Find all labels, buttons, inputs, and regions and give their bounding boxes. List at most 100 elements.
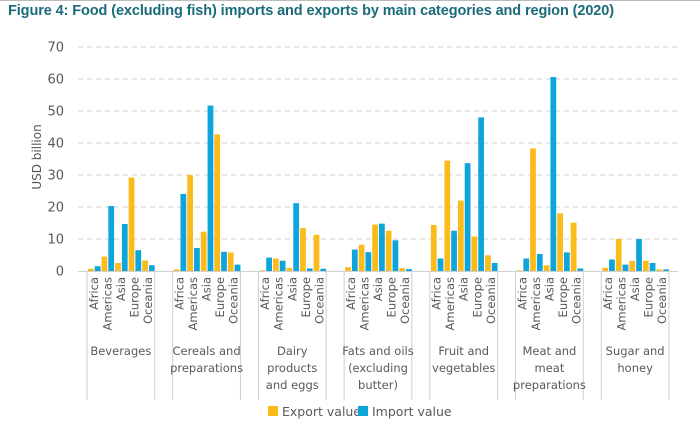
bar-export <box>629 260 636 271</box>
bar-export <box>430 224 437 271</box>
y-tick-label: 70 <box>47 41 64 56</box>
bar-import <box>108 206 115 271</box>
bar-import <box>135 250 142 271</box>
bar-import <box>351 249 358 271</box>
x-category-label: honey <box>617 361 653 375</box>
bar-import <box>194 247 200 271</box>
x-region-label: Europe <box>470 277 484 317</box>
bar-export <box>187 175 194 271</box>
bar-export <box>399 268 406 271</box>
x-region-label: Americas <box>100 277 114 330</box>
bar-import <box>478 117 485 272</box>
bar-export <box>656 269 663 271</box>
x-region-label: Africa <box>258 277 272 310</box>
bar-export <box>385 230 392 271</box>
bar-export <box>615 239 622 271</box>
legend-swatch-export <box>268 406 278 416</box>
bar-import <box>523 258 530 271</box>
bar-export <box>227 252 234 271</box>
bar-export <box>313 234 320 271</box>
y-tick-label: 0 <box>56 265 64 280</box>
y-axis-ticks: 0 10 20 30 40 50 60 70 <box>47 41 64 280</box>
bar-export <box>286 267 293 271</box>
bar-export <box>101 256 108 271</box>
bar-export <box>272 258 279 271</box>
bar-import <box>221 251 227 271</box>
bar-import <box>649 263 656 271</box>
bar-import <box>207 105 214 271</box>
y-tick-label: 50 <box>47 105 64 120</box>
x-region-label: Asia <box>542 277 556 301</box>
bar-import <box>121 223 128 271</box>
x-region-label: Africa <box>172 277 186 310</box>
x-category-label: Sugar and <box>606 344 665 358</box>
x-region-label: Europe <box>127 277 141 317</box>
x-region-label: Americas <box>186 277 200 330</box>
bar-export <box>345 267 351 271</box>
x-category-label: Cereals and <box>172 344 240 358</box>
bar-import <box>293 203 300 271</box>
y-tick-label: 60 <box>47 73 64 88</box>
bar-import <box>306 268 313 271</box>
bar-export <box>530 148 536 271</box>
x-region-label: Africa <box>515 277 529 310</box>
chart-title: Figure 4: Food (excluding fish) imports … <box>8 3 614 19</box>
bar-import <box>266 257 272 271</box>
x-region-label: Oceania <box>141 277 155 324</box>
bar-import <box>379 223 385 271</box>
bar-import <box>550 77 557 271</box>
x-region-label: Asia <box>200 277 214 301</box>
x-region-label: Oceania <box>312 277 326 324</box>
x-region-label: Europe <box>213 277 227 317</box>
bar-import <box>663 269 669 271</box>
x-region-label: Asia <box>285 277 299 301</box>
x-region-label: Africa <box>430 277 444 310</box>
x-category-label: preparations <box>170 361 243 375</box>
bar-export <box>444 160 451 271</box>
bar-export <box>543 265 550 271</box>
bar-export <box>485 255 491 271</box>
x-category-label: (excluding <box>348 361 408 375</box>
legend-swatch-import <box>358 406 368 416</box>
legend-label-export: Export value <box>282 404 361 419</box>
bar-import <box>437 258 444 271</box>
bar-export <box>128 177 135 271</box>
top-border-line <box>0 0 700 1</box>
x-region-label: Asia <box>114 277 128 301</box>
x-category-label: Meat and <box>522 344 576 358</box>
x-category-label: products <box>267 361 317 375</box>
bar-import <box>577 268 584 271</box>
bar-export <box>115 263 121 271</box>
bar-export <box>259 270 266 271</box>
y-tick-label: 10 <box>47 233 64 248</box>
bar-export <box>457 200 464 271</box>
x-category-label: preparations <box>513 378 586 392</box>
x-region-label: Africa <box>601 277 615 310</box>
x-region-label: Asia <box>628 277 642 301</box>
bar-import <box>94 266 101 271</box>
x-region-label: Europe <box>642 277 656 317</box>
x-region-label: Europe <box>385 277 399 317</box>
bar-import <box>234 264 241 271</box>
bar-export <box>300 228 306 271</box>
x-region-label: Americas <box>357 277 371 330</box>
x-region-label: Americas <box>615 277 629 330</box>
x-axis: Africa Americas Asia Europe OceaniaBeverages… <box>78 271 678 400</box>
x-region-label: Oceania <box>484 277 498 324</box>
x-region-label: Oceania <box>227 277 241 324</box>
x-region-label: Africa <box>87 277 101 310</box>
y-tick-label: 20 <box>47 201 64 216</box>
x-region-label: Americas <box>272 277 286 330</box>
bar-export <box>570 222 577 271</box>
x-region-label: Asia <box>457 277 471 301</box>
x-region-label: Oceania <box>570 277 584 324</box>
bar-import <box>491 263 498 271</box>
x-region-label: Americas <box>529 277 543 330</box>
x-category-label: and eggs <box>266 378 319 392</box>
legend: Export value Import value <box>268 404 452 419</box>
x-category-label: Fats and oils <box>342 344 413 358</box>
bar-export <box>516 270 523 271</box>
y-tick-label: 40 <box>47 137 64 152</box>
bar-export <box>602 267 609 271</box>
